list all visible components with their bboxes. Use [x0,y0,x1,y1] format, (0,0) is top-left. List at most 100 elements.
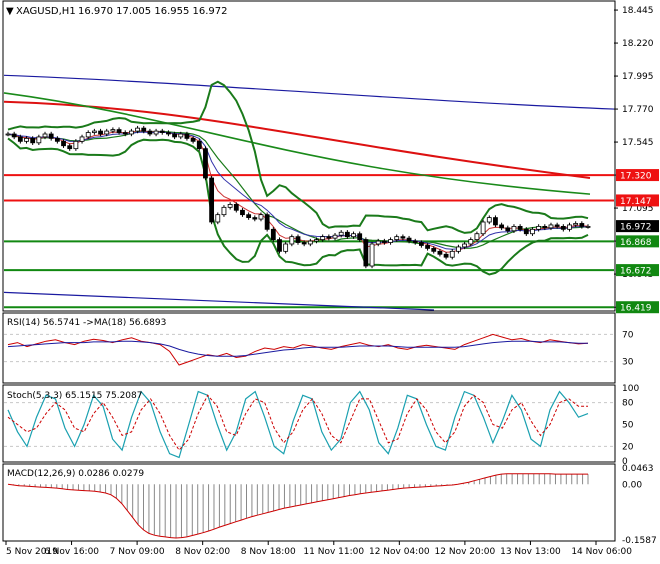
macd-layer [7,473,589,539]
candle-body [24,137,29,142]
chart-symbol: XAGUSD,H1 [16,6,76,17]
level-tag-16.868 [616,235,659,248]
candle-body [357,233,363,241]
level-tag-text: 16.672 [620,267,652,277]
price-tick-label: 18.220 [622,39,654,49]
level-tag-17.147 [616,194,659,207]
candle-body [517,225,523,230]
stoch-d-line [7,394,588,451]
x-tick-label: 6 Nov 16:00 [44,547,99,557]
candle-body [209,177,215,223]
candle-body [73,140,79,150]
candle-body [196,140,202,150]
level-tag-text: 16.419 [620,304,652,314]
x-tick-label: 5 Nov 2019 [6,547,58,557]
candle-body [5,133,11,136]
axis-layer: 18.445 18.220 17.995 17.770 17.545 17.320 17.0… [5,6,659,557]
candle-body [215,214,221,223]
current-price-tag [616,220,659,233]
macd-tick-label: 0.00 [622,480,642,490]
candle-body [338,231,344,236]
candle-body [406,237,412,242]
candle-body [283,243,289,252]
candle-body [79,136,85,142]
macd-panel-frame [2,463,616,542]
macd-title: MACD(12,26,9) 0.0286 0.0279 [7,469,144,479]
candle-body [443,253,449,258]
candle-body [505,227,511,232]
candle-body [153,130,159,135]
x-tick-label: 13 Nov 13:00 [500,547,561,557]
macd-signal-line [7,473,588,539]
candle-body [246,214,252,219]
candle-body [554,224,560,227]
candle-body [98,130,103,135]
candle-body [258,214,264,220]
stoch-layer [4,390,614,459]
price-tick-label: 18.445 [622,6,654,16]
candle-body [332,234,338,239]
stoch-tick-label: 80 [622,399,634,409]
x-tick-label: 8 Nov 18:00 [241,547,296,557]
candle-body [449,250,455,258]
candle-body [221,206,227,216]
candle-body [67,145,73,150]
stoch-k-line [7,390,589,459]
candle-body [203,148,208,179]
candle-body [227,203,233,208]
candle-body [129,130,134,135]
candle-body [264,214,270,230]
candle-body [400,236,406,239]
candle-body [394,236,400,241]
chart-ohlc: 16.970 17.005 16.955 16.972 [78,6,228,17]
candle-body [48,133,54,139]
candle-body [351,233,356,238]
candle-body [480,221,486,235]
candle-body [240,209,245,216]
x-tick-label: 12 Nov 20:00 [435,547,496,557]
candle-body [289,236,295,245]
current-price-text: 16.972 [620,223,652,233]
candle-body [147,130,153,135]
candle-body [326,236,332,239]
stoch-tick-label: 0 [622,457,628,467]
candle-body [381,240,387,243]
candle-body [104,130,110,135]
bollinger-lower [7,137,589,276]
candle-body [462,243,467,248]
candle-body [178,133,184,138]
candle-body [456,246,461,252]
ma-green-line [3,92,591,195]
candle-body [363,239,369,267]
candle-body [425,245,430,249]
candle-body [135,127,140,132]
stoch-tick-label: 50 [622,421,634,431]
candle-body [375,240,381,245]
price-tick-label: 17.545 [622,138,654,148]
candle-body [579,223,585,227]
level-tag-16.419 [616,301,659,314]
rsi-line [7,333,589,366]
x-tick-label: 14 Nov 06:00 [571,547,632,557]
candle-body [295,236,301,243]
rsi-layer [4,333,614,366]
candle-body [585,225,591,228]
candle-body [474,233,480,241]
candle-body [419,242,424,246]
candle-body [30,137,36,144]
candle-body [548,224,554,229]
candle-body [369,243,375,267]
candle-body [511,225,517,232]
stoch-title: Stoch(5,3,3) 65.1515 75.2087 [7,391,142,401]
candle-body [536,225,542,230]
level-tag-text: 16.868 [620,238,652,248]
candle-body [431,247,437,252]
candle-body [270,228,276,240]
price-layer [3,74,615,311]
macd-tick-label: 0.0463 [622,464,654,474]
x-tick-label: 7 Nov 09:00 [110,547,165,557]
candle-body [344,231,350,238]
candle-body [42,133,48,138]
candle-body [412,240,418,243]
